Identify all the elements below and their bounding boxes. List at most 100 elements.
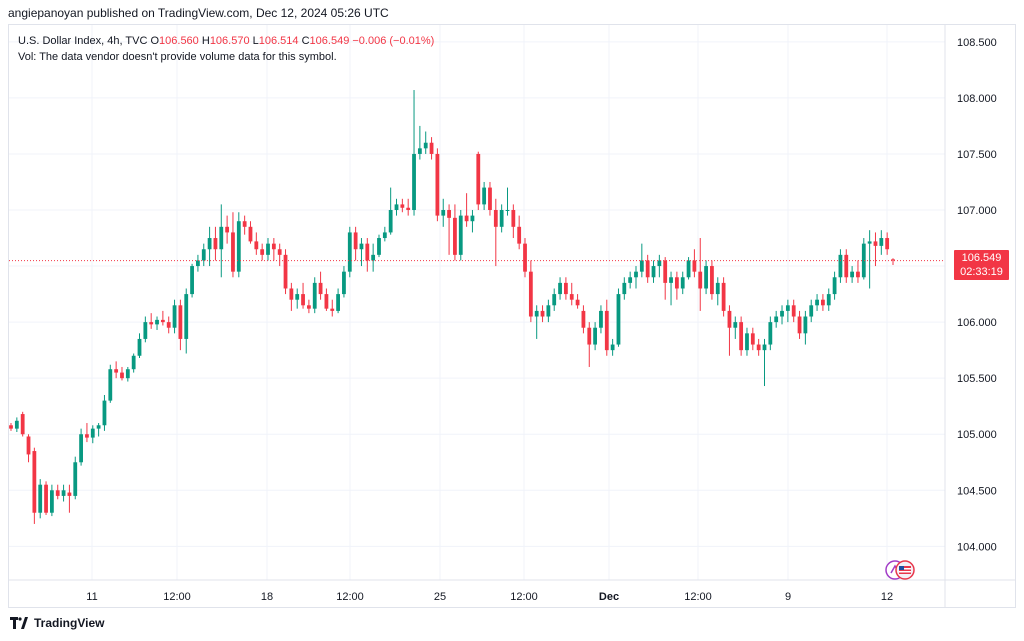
candle-body [412,153,416,210]
candle-body [26,436,31,455]
candle-body [745,333,749,351]
candle-body [441,210,446,216]
candle-body [885,238,890,250]
candle-body [785,305,790,311]
candle-body [546,305,551,317]
close-value: 106.549 [309,35,350,47]
x-tick-label: 25 [434,591,446,603]
candle-body [610,344,615,351]
candle-body [873,241,878,246]
candle-body [137,338,142,356]
x-tick-label: 11 [86,591,97,603]
candle-body [120,372,124,379]
candle-body [663,260,668,283]
footer-brand[interactable]: TradingView [10,616,104,630]
candle-body [9,425,13,429]
candle-body [143,322,148,339]
candle-body [838,254,843,278]
candle-body [604,310,609,351]
candle-body [499,210,504,227]
candle-body [756,344,761,351]
candle-body [400,204,405,208]
forexfactory-icon[interactable] [884,559,918,581]
candle-body [826,294,831,306]
candle-body [49,490,54,513]
candle-body [277,249,282,255]
y-tick-label: 106.000 [957,317,997,329]
candle-body [797,316,802,334]
x-tick-label: 12 [881,591,893,603]
brand-name: TradingView [34,616,105,630]
candle-body [721,282,726,311]
candle-body [569,294,574,300]
candle-body [61,490,66,496]
high-value: 106.570 [209,35,250,47]
candle-body [236,221,241,272]
publish-header: angiepanoyan published on TradingView.co… [8,6,389,20]
candle-body [20,414,25,435]
candle-body [453,217,457,255]
candle-body [160,319,165,323]
candle-body [149,322,154,325]
candle-body [266,243,270,255]
close-label: C [301,35,310,47]
open-label: O [150,35,160,47]
candle-body [417,148,422,154]
candle-body [295,294,300,300]
candle-body [196,260,200,267]
candle-body [359,243,364,250]
bar-countdown: 02:33:19 [960,266,1003,278]
candle-body [73,462,78,496]
candle-body [225,226,230,233]
candle-body [587,327,592,345]
candle-body [108,369,113,401]
y-tick-label: 107.000 [957,205,997,217]
candle-body [523,243,527,272]
candle-body [780,310,784,317]
candle-body [32,451,37,513]
candle-body [406,207,411,210]
candle-body [382,232,387,239]
candle-body [423,142,428,149]
x-tick-label: 12:00 [684,591,712,603]
candle-body [429,142,434,154]
x-tick-label: 12:00 [163,591,191,603]
last-price-tag: 106.549 02:33:19 [954,250,1009,280]
candle-body [534,310,539,317]
candle-body [330,308,335,311]
x-tick-label: Dec [599,591,619,603]
candle-body [552,294,557,306]
x-tick-label: 18 [261,591,273,603]
candle-body [891,259,895,261]
candle-body [856,271,860,278]
candle-body [301,294,305,306]
candle-body [476,153,481,205]
candle-body [172,305,177,328]
candle-body [657,260,662,267]
candle-body [131,355,136,370]
candle-body [447,210,451,218]
candle-body [505,210,510,211]
last-price: 106.549 [961,252,1002,264]
candle-body [219,226,224,250]
candle-body [575,299,580,306]
candle-body [102,400,107,426]
candle-body [622,282,627,295]
candle-body [201,249,206,261]
candle-body [90,428,95,438]
candlestick-chart[interactable]: 104.000 104.500 105.000 105.500 106.000 106.5… [9,25,1015,607]
candle-body [727,310,732,328]
candle-body [634,271,638,278]
candle-body [96,425,101,429]
candle-body [674,277,679,289]
candle-body [669,277,673,283]
candle-body [44,484,48,513]
candle-body [166,322,171,328]
candle-body [861,243,866,278]
candle-body [306,305,311,309]
candle-body [651,266,656,278]
candle-body [844,254,849,278]
candle-body [698,271,703,289]
candle-body [260,249,265,255]
ohlc-line: U.S. Dollar Index, 4h, TVC O106.560 H106… [18,33,434,49]
